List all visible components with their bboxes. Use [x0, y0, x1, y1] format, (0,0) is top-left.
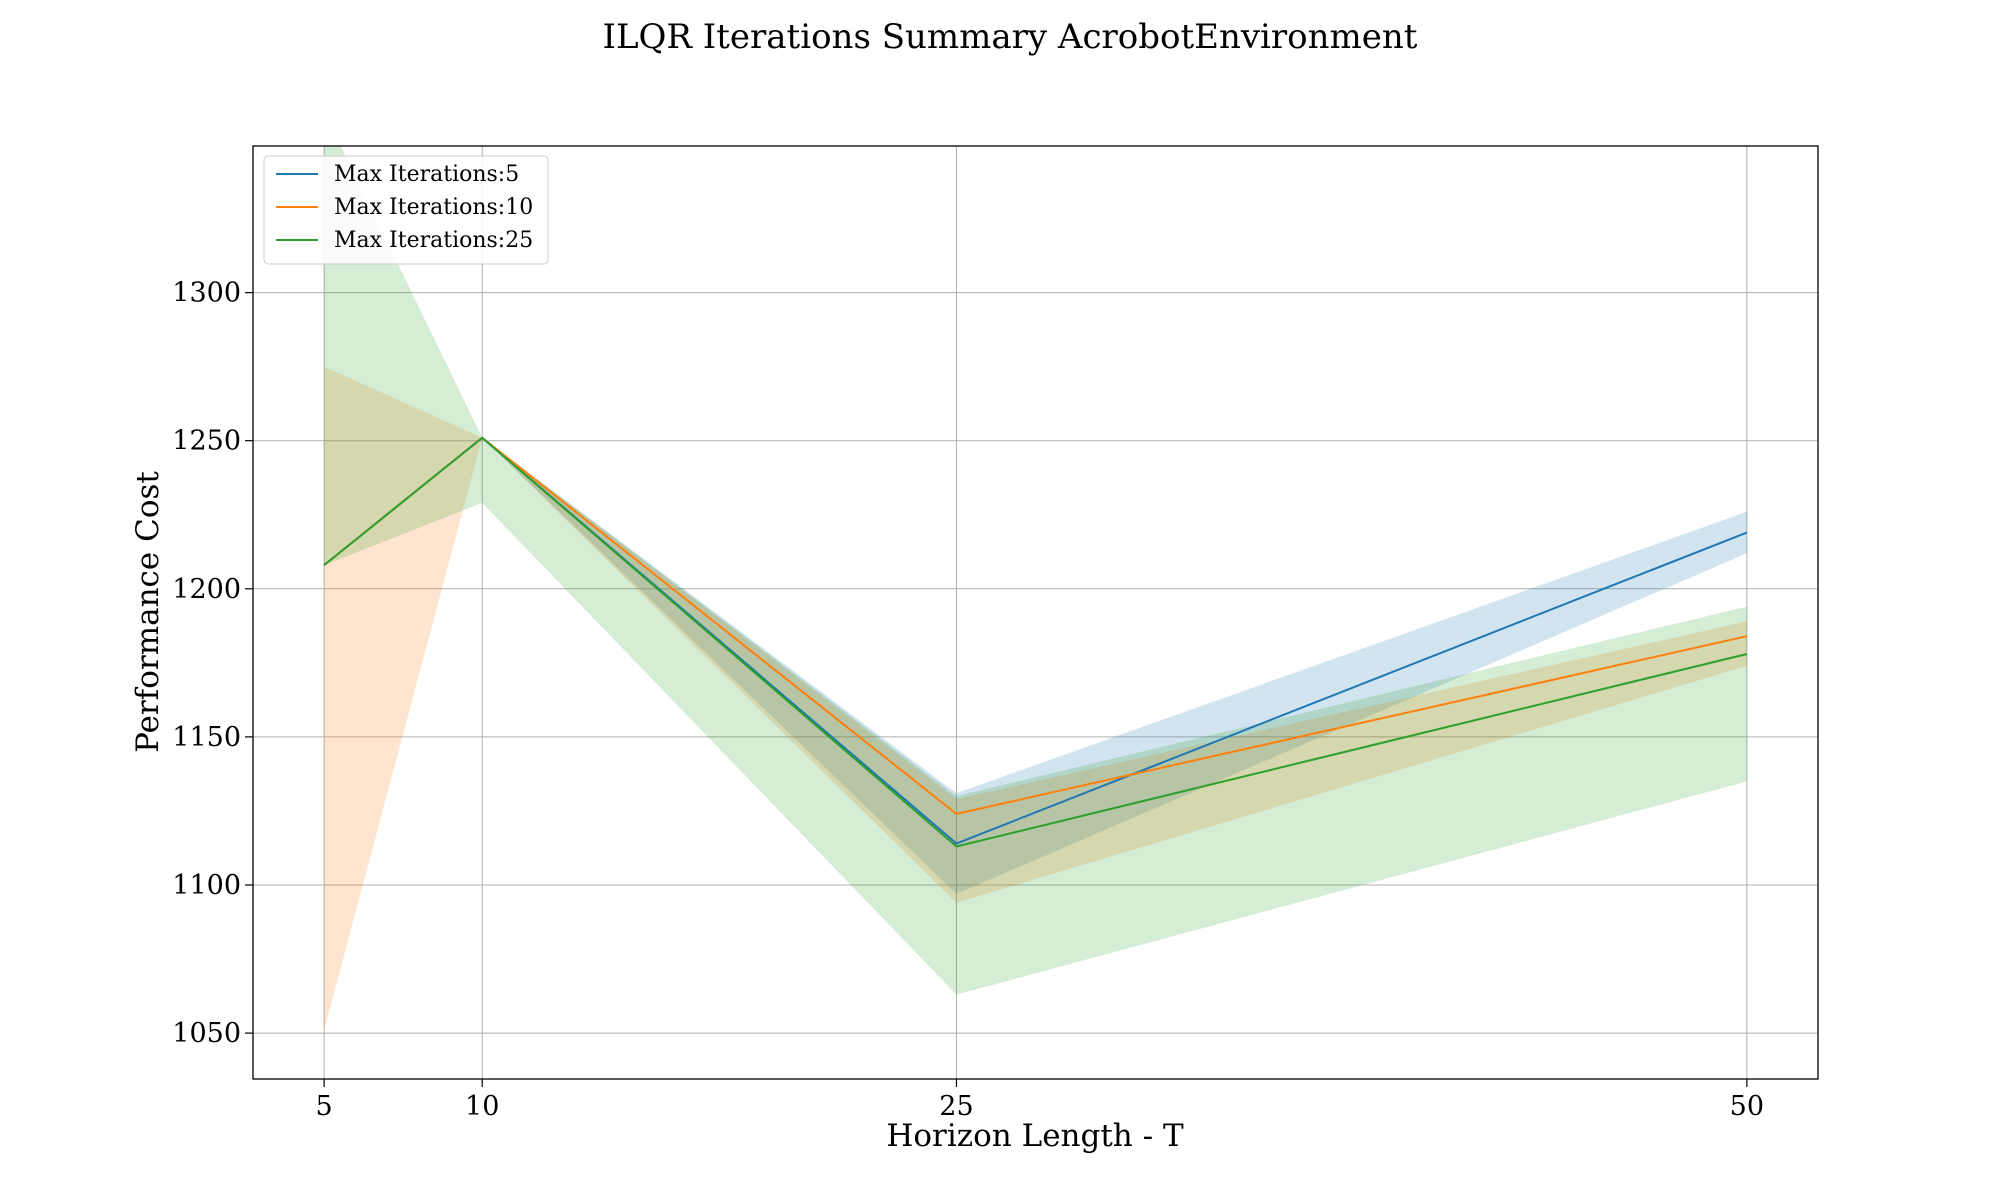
- x-tick-label: 10: [465, 1091, 499, 1122]
- series-lines: [323, 436, 1748, 848]
- y-tick-label: 1250: [172, 426, 241, 457]
- legend-box: [263, 155, 549, 265]
- y-tick-label: 1050: [172, 1018, 241, 1049]
- legend-label: Max Iterations:25: [334, 228, 533, 253]
- x-tick-label: 50: [1730, 1091, 1764, 1122]
- axis-ticks: 5 10 25 50 1050 1100 1150 1200 1250 1300: [172, 278, 1764, 1122]
- legend-label: Max Iterations:10: [334, 195, 533, 220]
- grid: [253, 146, 1818, 1079]
- series-line: [323, 436, 1748, 848]
- y-tick-label: 1150: [172, 722, 241, 753]
- legend-label: Max Iterations:5: [334, 162, 519, 187]
- y-tick-label: 1100: [172, 870, 241, 901]
- x-axis-label: Horizon Length - T: [886, 1118, 1184, 1154]
- x-tick-label: 5: [316, 1091, 333, 1122]
- confidence-band: [324, 146, 1747, 995]
- y-tick-label: 1200: [172, 574, 241, 605]
- confidence-bands: [324, 146, 1747, 1031]
- x-tick-label: 25: [939, 1091, 973, 1122]
- confidence-band: [324, 366, 1747, 1031]
- chart-title: ILQR Iterations Summary AcrobotEnvironme…: [603, 17, 1418, 57]
- y-tick-label: 1300: [172, 278, 241, 309]
- y-axis-label: Performance Cost: [130, 471, 166, 753]
- legend: Max Iterations:5 Max Iterations:10 Max Ite…: [263, 155, 549, 265]
- plot-frame: [252, 145, 1819, 1080]
- confidence-band: [324, 437, 1747, 894]
